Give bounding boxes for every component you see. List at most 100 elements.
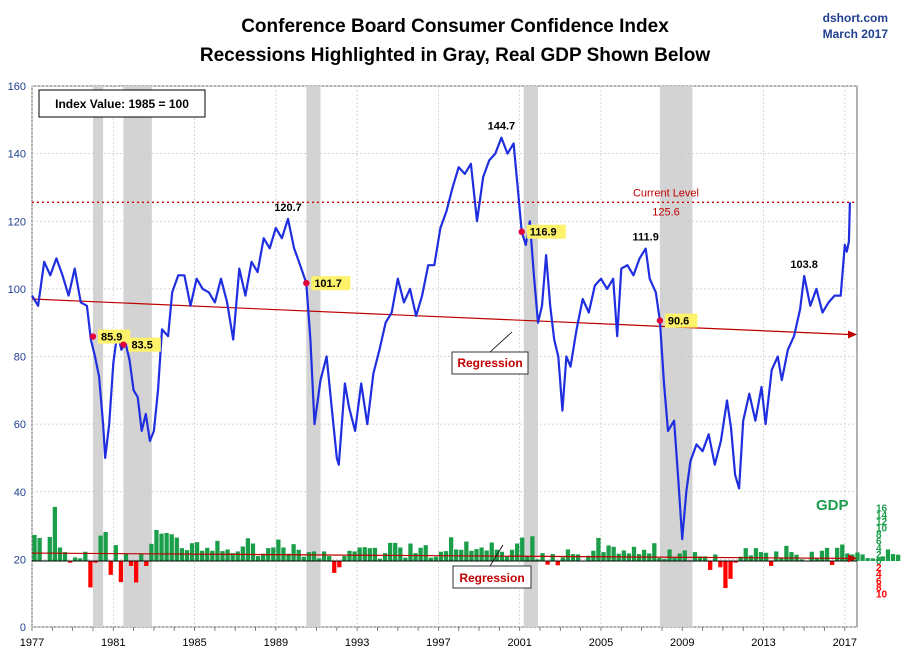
gdp-bar <box>540 553 545 561</box>
x-tick-label: 1997 <box>426 637 450 649</box>
gdp-tick-label: 0 <box>876 557 882 568</box>
gdp-bar <box>763 552 769 561</box>
gdp-bar <box>128 561 134 566</box>
gdp-bar <box>489 542 494 561</box>
y-tick-label: 100 <box>8 284 26 296</box>
cci-series-line <box>31 136 851 541</box>
value-annotations: 120.7 101.7 85.9 83.5 144.7 116.9 111.9 90.6 103… <box>89 121 818 352</box>
gdp-bar <box>570 554 576 561</box>
gdp-bar <box>230 553 235 561</box>
regression-callout-pointer <box>489 331 513 353</box>
gdp-bar <box>880 556 886 561</box>
gdp-tick-label: 4 <box>876 543 882 554</box>
gdp-bar <box>200 550 205 561</box>
gdp-bar <box>555 561 560 566</box>
x-tick-label: 1981 <box>101 637 125 649</box>
annotation-highlight <box>311 276 351 291</box>
chart-subtitle: Recessions Highlighted in Gray, Real GDP… <box>200 45 711 66</box>
gdp-tick-label: 6 <box>876 537 882 548</box>
gdp-bar <box>316 558 322 561</box>
gdp-bar <box>327 556 332 561</box>
annotation-label: 120.7 <box>274 202 302 214</box>
annotation-label: 144.7 <box>488 121 516 133</box>
gdp-bar <box>479 547 484 561</box>
annotation-label: 116.9 <box>530 227 557 239</box>
gdp-bar <box>235 551 240 561</box>
gdp-bar <box>342 556 347 561</box>
gdp-bar <box>596 537 601 561</box>
gdp-bar <box>52 506 58 561</box>
gdp-tick-label: 10 <box>876 590 888 601</box>
y-tick-label: 60 <box>14 419 26 431</box>
gdp-bar <box>255 556 261 561</box>
gridlines <box>31 85 857 628</box>
gdp-bar <box>220 551 225 561</box>
gdp-bar <box>332 561 337 573</box>
gdp-bar <box>438 551 444 561</box>
y-tick-label: 140 <box>8 149 26 161</box>
regression-callout-label: Regression <box>457 356 522 370</box>
annotation-label: 111.9 <box>633 232 659 244</box>
gdp-bar <box>504 556 510 561</box>
gdp-bar <box>301 556 306 561</box>
annotation-label: 83.5 <box>131 340 152 352</box>
gdp-bar <box>565 549 571 561</box>
gdp-tick-label: 12 <box>876 517 888 528</box>
gdp-bar <box>896 554 901 561</box>
gdp-bar <box>840 544 845 561</box>
gdp-bar <box>408 543 413 561</box>
gdp-tick-label: 2 <box>876 550 882 561</box>
gdp-bar <box>870 558 875 561</box>
index-box <box>38 89 206 118</box>
credit-site: dshort.com <box>823 11 888 25</box>
annotation-marker <box>120 341 127 348</box>
gdp-bar <box>586 555 591 561</box>
gdp-bar <box>723 561 728 589</box>
x-tick-label: 1993 <box>345 637 369 649</box>
gdp-tick-label: 6 <box>876 576 882 587</box>
gdp-bar <box>575 554 581 561</box>
gdp-bar <box>758 552 764 561</box>
gdp-regression-line <box>31 552 850 559</box>
x-tick-label: 2009 <box>670 637 694 649</box>
gdp-bar <box>149 543 154 561</box>
y-tick-label: 20 <box>14 554 26 566</box>
gdp-tick-label: 16 <box>876 504 888 515</box>
gdp-bar <box>357 547 362 561</box>
cci-regression-arrowhead <box>848 330 857 339</box>
gdp-bar <box>515 543 520 561</box>
gdp-bar <box>530 536 535 561</box>
annotation-marker <box>303 279 310 287</box>
gdp-tick-label: 10 <box>876 524 888 535</box>
x-tick-label: 2017 <box>833 637 857 649</box>
gdp-bar <box>621 550 626 561</box>
gdp-bar <box>311 551 317 561</box>
gdp-bar <box>652 543 657 561</box>
gdp-bar <box>789 552 794 561</box>
gdp-bar <box>591 550 596 561</box>
gdp-bar <box>362 547 367 561</box>
gdp-bar <box>738 556 743 561</box>
gdp-bar <box>667 549 672 561</box>
gdp-bar <box>286 553 291 561</box>
gdp-bar <box>733 561 738 563</box>
gdp-bar <box>448 537 454 561</box>
annotation-highlight <box>97 329 131 344</box>
gdp-regression-arrowhead <box>848 554 857 563</box>
gdp-bar <box>423 545 428 561</box>
y-tick-label: 40 <box>14 487 26 499</box>
gdp-bar <box>520 537 525 561</box>
gdp-bar <box>835 547 840 561</box>
gdp-bar <box>169 534 174 561</box>
annotation-highlight <box>128 337 161 352</box>
gdp-bar <box>210 550 215 561</box>
gdp-bar <box>855 552 860 561</box>
gdp-bar <box>215 540 220 561</box>
gdp-bar <box>189 543 195 561</box>
gdp-bar <box>682 550 687 561</box>
gdp-bar <box>728 561 733 579</box>
recession-band <box>523 86 538 627</box>
gdp-bar <box>321 551 327 561</box>
